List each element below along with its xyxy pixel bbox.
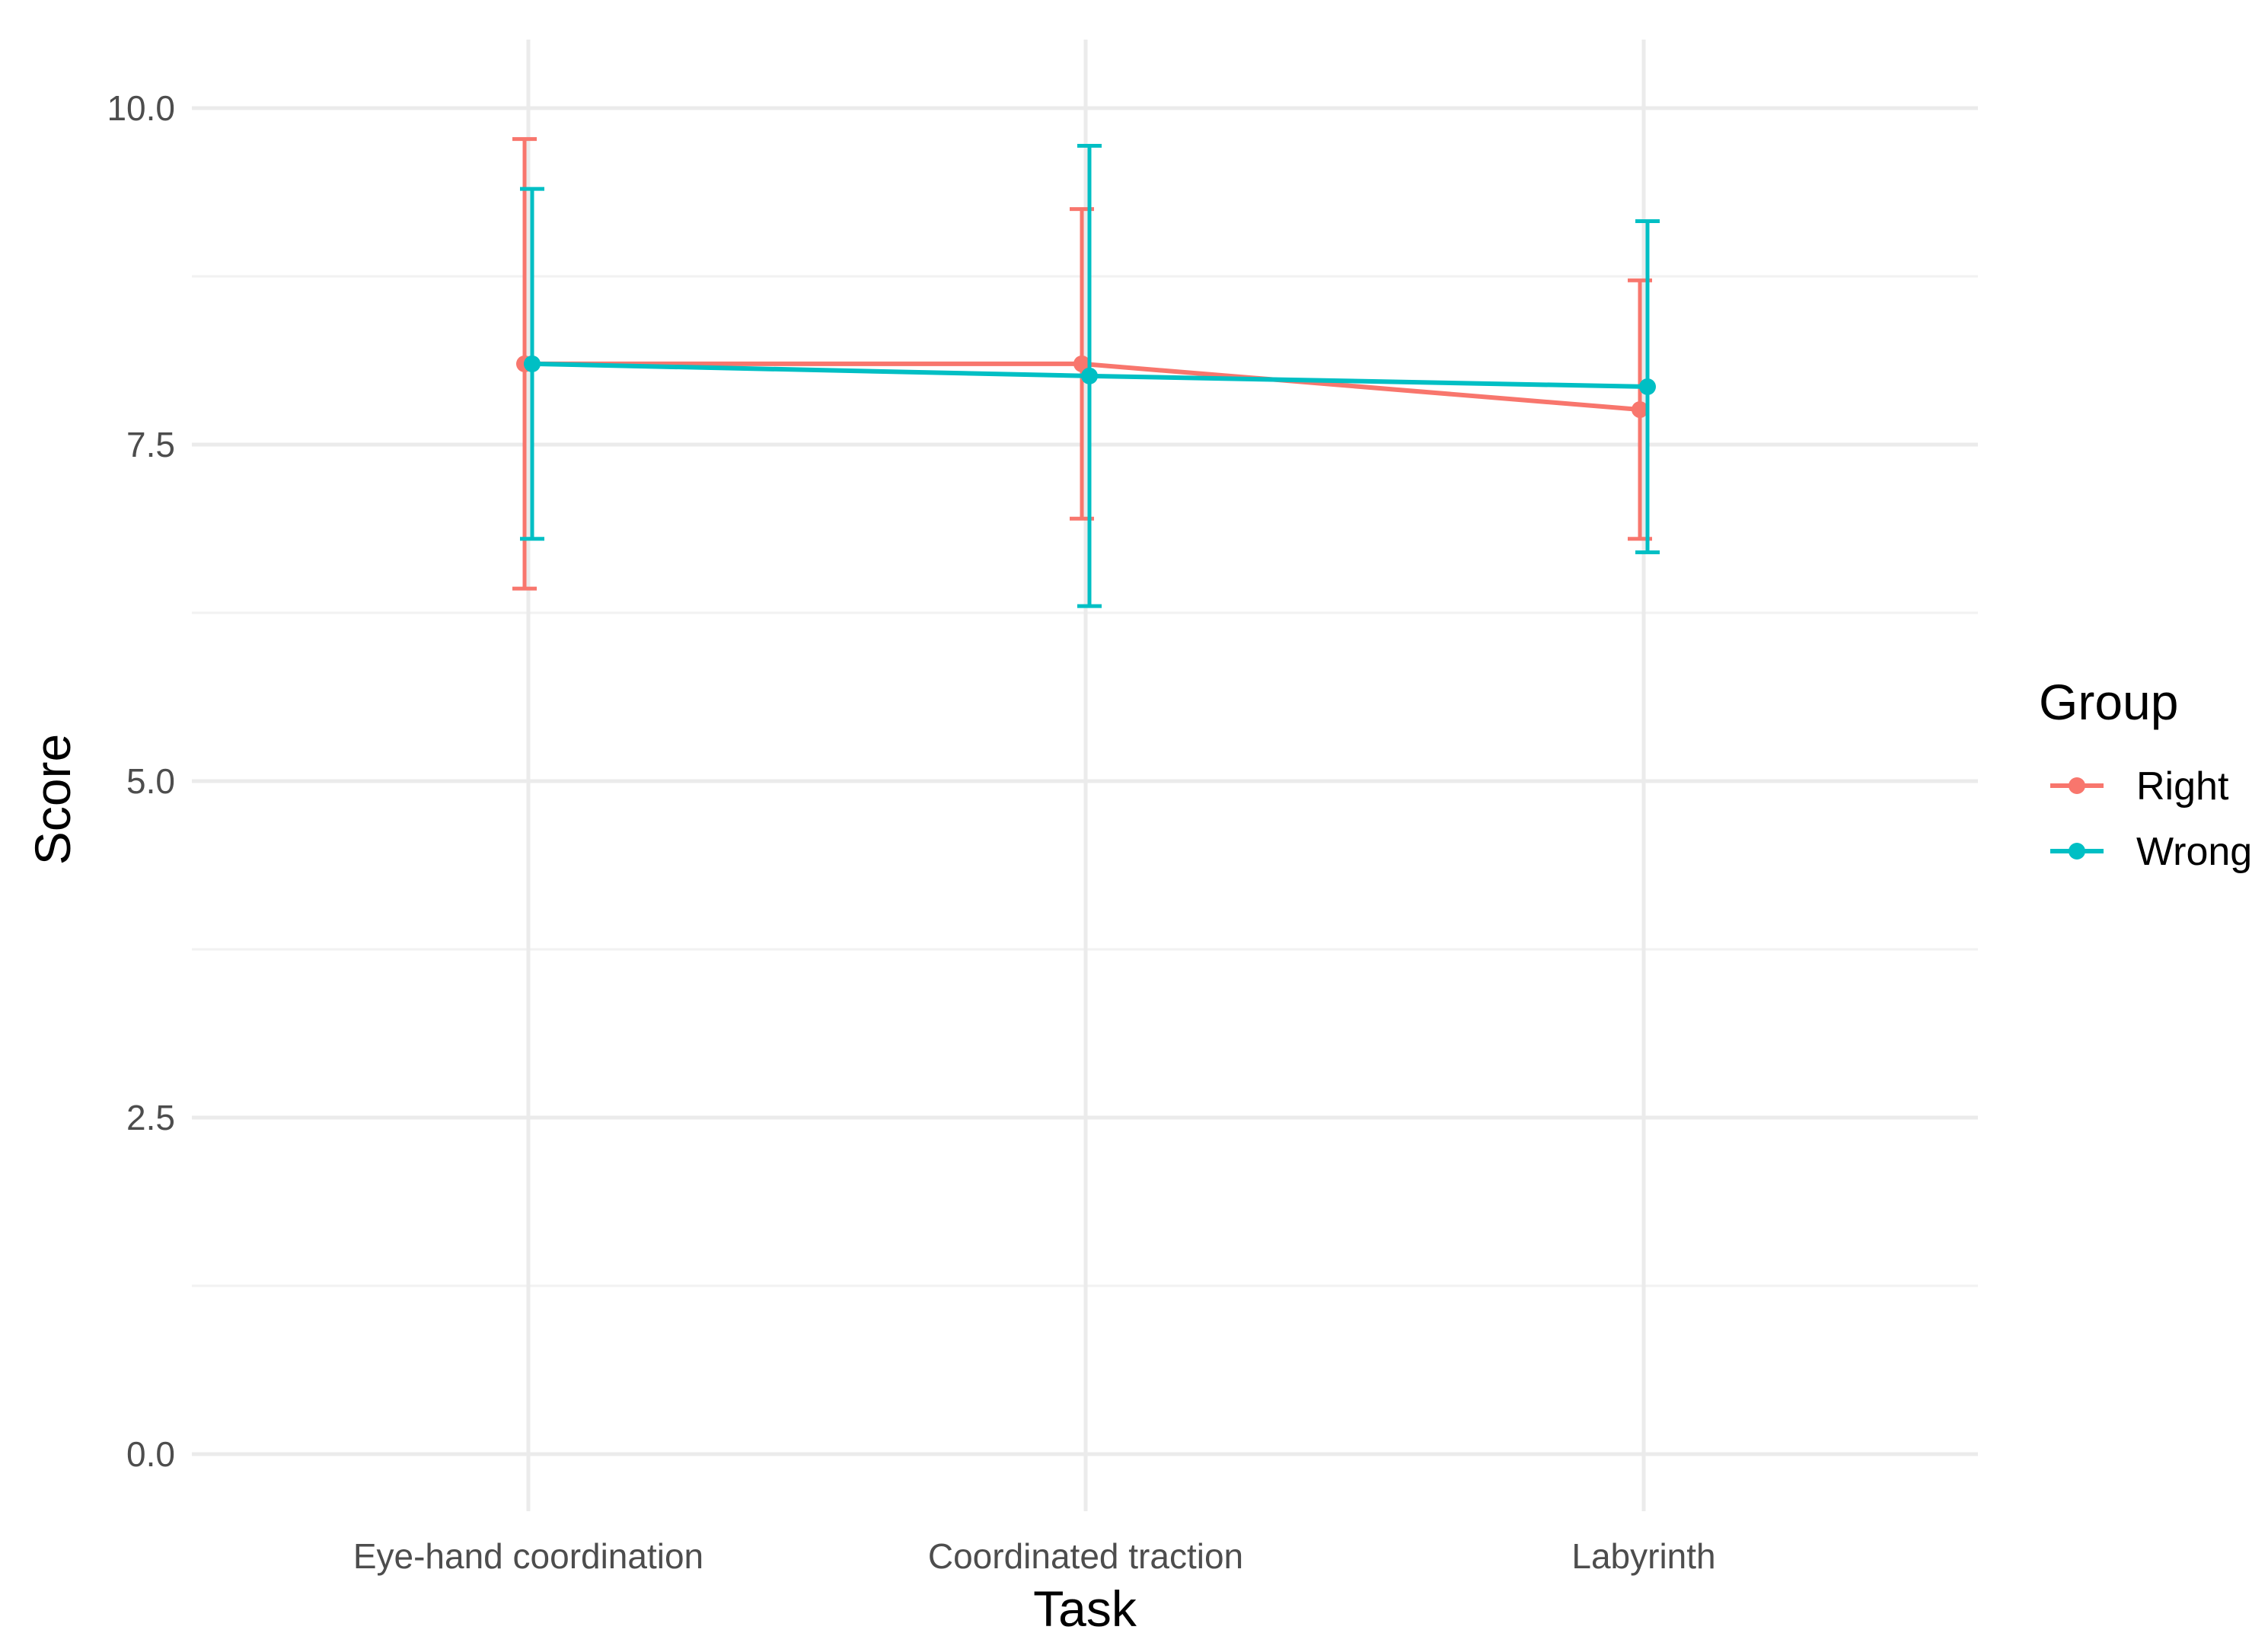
x-tick-label: Coordinated traction — [928, 1536, 1243, 1576]
data-point — [1639, 378, 1656, 395]
data-point — [524, 355, 541, 372]
legend-item-wrong: Wrong — [2050, 830, 2252, 874]
y-tick-label: 10.0 — [107, 88, 175, 128]
y-tick-label: 0.0 — [126, 1434, 175, 1474]
x-tick-label: Eye-hand coordination — [353, 1536, 703, 1576]
x-tick-label: Labyrinth — [1571, 1536, 1715, 1576]
y-tick-label: 7.5 — [126, 425, 175, 464]
y-axis-title: Score — [24, 734, 81, 865]
data-point — [1081, 367, 1098, 384]
y-tick-label: 2.5 — [126, 1098, 175, 1137]
series — [512, 137, 1660, 608]
legend-key-point — [2069, 777, 2085, 794]
data-point — [1073, 355, 1090, 372]
series-wrong — [520, 144, 1660, 608]
y-tick-label: 5.0 — [126, 761, 175, 801]
series-right — [512, 137, 1652, 591]
legend-title: Group — [2039, 674, 2178, 730]
legend-label: Wrong — [2136, 830, 2252, 874]
legend-label: Right — [2136, 764, 2229, 809]
legend-key-point — [2069, 843, 2085, 860]
y-axis-ticks: 0.0 2.5 5.0 7.5 10.0 — [107, 88, 175, 1474]
grid — [192, 40, 1978, 1511]
legend: Group Right Wrong — [2039, 674, 2252, 874]
x-axis-title: Task — [1033, 1580, 1137, 1637]
data-point — [1632, 401, 1648, 419]
x-axis-ticks: Eye-hand coordination Coordinated tractio… — [353, 1536, 1716, 1576]
legend-item-right: Right — [2050, 764, 2229, 809]
